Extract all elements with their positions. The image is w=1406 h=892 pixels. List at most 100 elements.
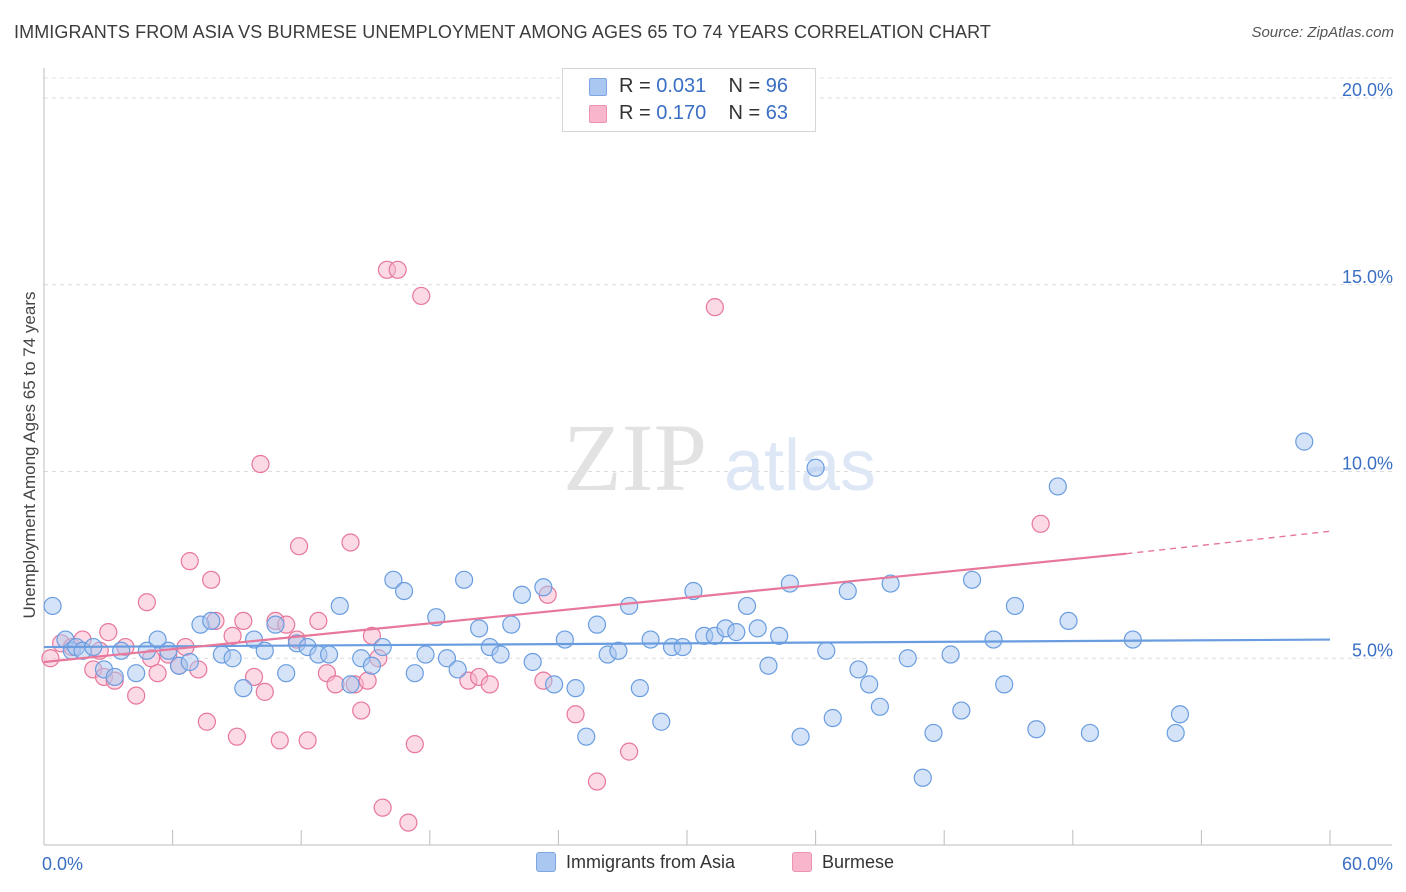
burmese-point xyxy=(399,813,418,832)
burmese-point xyxy=(197,712,216,731)
asia-point xyxy=(148,630,167,649)
burmese-point xyxy=(373,798,392,817)
burmese-point xyxy=(309,611,328,631)
asia-point xyxy=(727,623,746,642)
y-tick-label: 15.0% xyxy=(1342,267,1393,287)
asia-point xyxy=(849,660,868,679)
legend-swatch-asia xyxy=(589,78,607,96)
legend-r-value: 0.170 xyxy=(656,102,707,124)
gridlines xyxy=(44,77,1392,659)
burmese-point xyxy=(251,454,270,474)
bottom-legend-label-burmese: Burmese xyxy=(822,852,895,872)
asia-point xyxy=(394,581,414,601)
asia-point xyxy=(180,652,199,672)
burmese-point xyxy=(227,727,246,746)
asia-point xyxy=(566,679,585,698)
asia-point xyxy=(112,641,131,660)
watermark: ZIP atlas xyxy=(563,404,876,511)
asia-point xyxy=(823,708,842,728)
burmese-point xyxy=(341,533,360,552)
asia-point xyxy=(545,675,564,694)
asia-point xyxy=(1170,705,1190,724)
burmese-point xyxy=(405,735,424,754)
asia-point xyxy=(319,645,339,664)
burmese-point xyxy=(620,742,639,761)
legend-n-value: 96 xyxy=(765,75,789,97)
bottom-legend-swatch-burmese xyxy=(792,852,812,872)
burmese-point xyxy=(480,675,499,694)
asia-point xyxy=(791,727,810,746)
burmese-point xyxy=(270,731,289,750)
asia-point xyxy=(898,649,917,668)
burmese-point xyxy=(127,686,146,705)
asia-point xyxy=(673,637,692,657)
correlation-legend: R = 0.031 N = 96 R = 0.170 N = 63 xyxy=(562,68,816,132)
burmese-trend-extension xyxy=(1126,530,1331,555)
watermark-zip: ZIP xyxy=(563,404,707,511)
asia-point xyxy=(416,645,435,664)
asia-point xyxy=(502,615,521,634)
x-tick-label: 60.0% xyxy=(1342,854,1393,874)
asia-point xyxy=(266,615,285,634)
asia-point xyxy=(202,611,221,631)
asia-point xyxy=(454,570,474,589)
asia-point xyxy=(860,675,879,694)
burmese-point xyxy=(202,570,221,589)
asia-point xyxy=(1048,477,1067,496)
y-tick-label: 10.0% xyxy=(1342,454,1393,474)
asia-point xyxy=(330,596,349,616)
burmese-point xyxy=(148,664,167,683)
axes xyxy=(43,68,1392,846)
asia-point xyxy=(759,656,778,675)
bottom-legend-swatch-asia xyxy=(536,852,556,872)
burmese-point xyxy=(99,623,118,642)
asia-point xyxy=(770,626,789,645)
watermark-atlas: atlas xyxy=(724,426,876,506)
asia-point xyxy=(448,660,467,679)
asia-point xyxy=(838,581,857,601)
burmese-trend-line xyxy=(43,552,1127,664)
x-tick-label: 0.0% xyxy=(42,854,83,874)
legend-n-value: 63 xyxy=(765,102,789,124)
asia-trend-line xyxy=(43,638,1331,649)
asia-point xyxy=(652,712,671,731)
asia-point xyxy=(362,656,382,675)
asia-point xyxy=(555,630,574,649)
legend-n-label: N = xyxy=(728,75,761,97)
asia-point xyxy=(641,630,660,649)
source-note: Source: ZipAtlas.com xyxy=(1251,24,1394,41)
asia-point xyxy=(105,667,124,687)
asia-point xyxy=(806,458,825,477)
burmese-point xyxy=(1031,514,1050,533)
asia-point xyxy=(737,596,757,616)
asia-point xyxy=(437,649,457,668)
burmese-point xyxy=(234,611,253,631)
burmese-point xyxy=(566,705,585,724)
asia-point xyxy=(1005,596,1025,616)
burmese-point xyxy=(352,701,371,720)
legend-swatch-burmese xyxy=(589,105,607,123)
asia-point xyxy=(373,637,392,657)
asia-point xyxy=(277,664,296,683)
burmese-point xyxy=(388,260,407,279)
asia-point xyxy=(1080,723,1100,743)
asia-point xyxy=(1295,432,1314,451)
asia-point xyxy=(870,697,890,716)
legend-r-label: R = xyxy=(619,75,651,97)
burmese-point xyxy=(244,667,264,687)
asia-point xyxy=(684,581,703,601)
asia-point xyxy=(384,570,403,589)
asia-point xyxy=(924,723,943,743)
asia-point xyxy=(941,645,960,664)
burmese-point xyxy=(298,731,317,750)
bottom-legend-label-asia: Immigrants from Asia xyxy=(566,852,736,872)
asia-point xyxy=(469,619,489,638)
asia-point xyxy=(234,679,253,698)
legend-n-label: N = xyxy=(728,102,761,124)
legend-r-value: 0.031 xyxy=(656,75,707,97)
burmese-point xyxy=(255,682,274,701)
asia-point xyxy=(523,652,542,672)
asia-point xyxy=(817,641,836,660)
burmese-point xyxy=(587,772,607,791)
asia-point xyxy=(1166,723,1185,743)
